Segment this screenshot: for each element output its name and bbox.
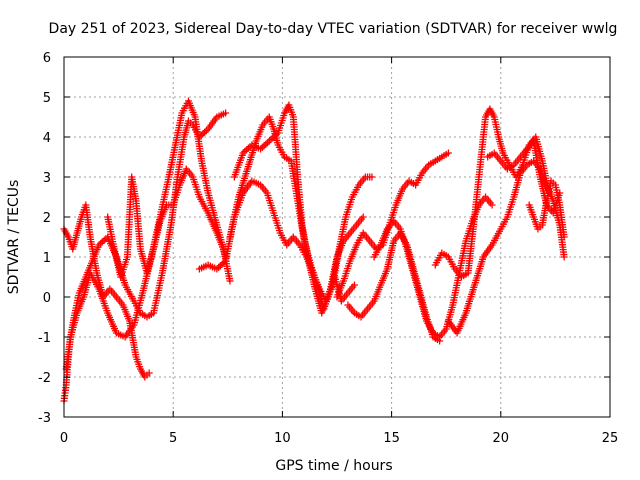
gridlines: [64, 57, 610, 417]
data-point: [265, 137, 273, 145]
data-point: [359, 213, 367, 221]
data-point: [350, 281, 358, 289]
data-points: [60, 97, 568, 405]
data-point: [488, 201, 496, 209]
x-tick-label: 10: [274, 431, 291, 446]
data-point: [222, 109, 230, 117]
data-point: [100, 236, 108, 244]
series-arc-12: [444, 157, 568, 337]
series-arc-13: [484, 137, 564, 217]
series-arc-10: [370, 193, 496, 341]
axis-ticks: [63, 56, 611, 418]
data-point: [202, 127, 210, 135]
y-tick-label: 5: [43, 91, 51, 106]
x-tick-label: 15: [383, 431, 400, 446]
series-arc-14: [525, 177, 568, 241]
series-arc-11: [431, 105, 553, 281]
data-point: [145, 369, 153, 377]
y-axis-label: SDTVAR / TECUs: [6, 180, 22, 295]
data-point: [444, 149, 452, 157]
series-arc-7: [230, 101, 358, 317]
y-tick-label: -3: [38, 411, 51, 426]
data-point: [560, 233, 568, 241]
y-tick-label: 0: [43, 291, 51, 306]
y-tick-label: 6: [43, 51, 51, 66]
x-axis-label: GPS time / hours: [275, 458, 392, 474]
y-tick-label: -2: [38, 371, 51, 386]
y-tick-label: 2: [43, 211, 51, 226]
series-arc-9: [333, 149, 452, 301]
data-point: [264, 139, 272, 147]
chart-title: Day 251 of 2023, Sidereal Day-to-day VTE…: [49, 21, 618, 37]
x-tick-label: 0: [60, 431, 68, 446]
series-arc-8: [344, 229, 444, 345]
x-tick-label: 25: [602, 431, 619, 446]
data-point: [258, 143, 266, 151]
data-point: [201, 128, 209, 136]
x-tick-labels: 0 5 10 15 20 25: [60, 431, 618, 446]
series-arc-3: [60, 201, 153, 381]
data-point: [368, 173, 376, 181]
y-tick-label: 3: [43, 171, 51, 186]
data-point: [267, 135, 275, 143]
y-tick-labels: -3 -2 -1 0 1 2 3 4 5 6: [38, 51, 51, 426]
x-tick-label: 5: [169, 431, 177, 446]
data-point: [262, 140, 270, 148]
data-point: [560, 253, 568, 261]
y-tick-label: 4: [43, 131, 51, 146]
plot-frame: [63, 56, 611, 418]
data-point: [98, 238, 106, 246]
x-tick-label: 20: [493, 431, 510, 446]
data-point: [226, 277, 234, 285]
series-arc-1: [60, 109, 230, 405]
y-tick-label: 1: [43, 251, 51, 266]
data-point: [243, 146, 251, 154]
data-point: [215, 263, 223, 271]
y-tick-label: -1: [38, 331, 51, 346]
